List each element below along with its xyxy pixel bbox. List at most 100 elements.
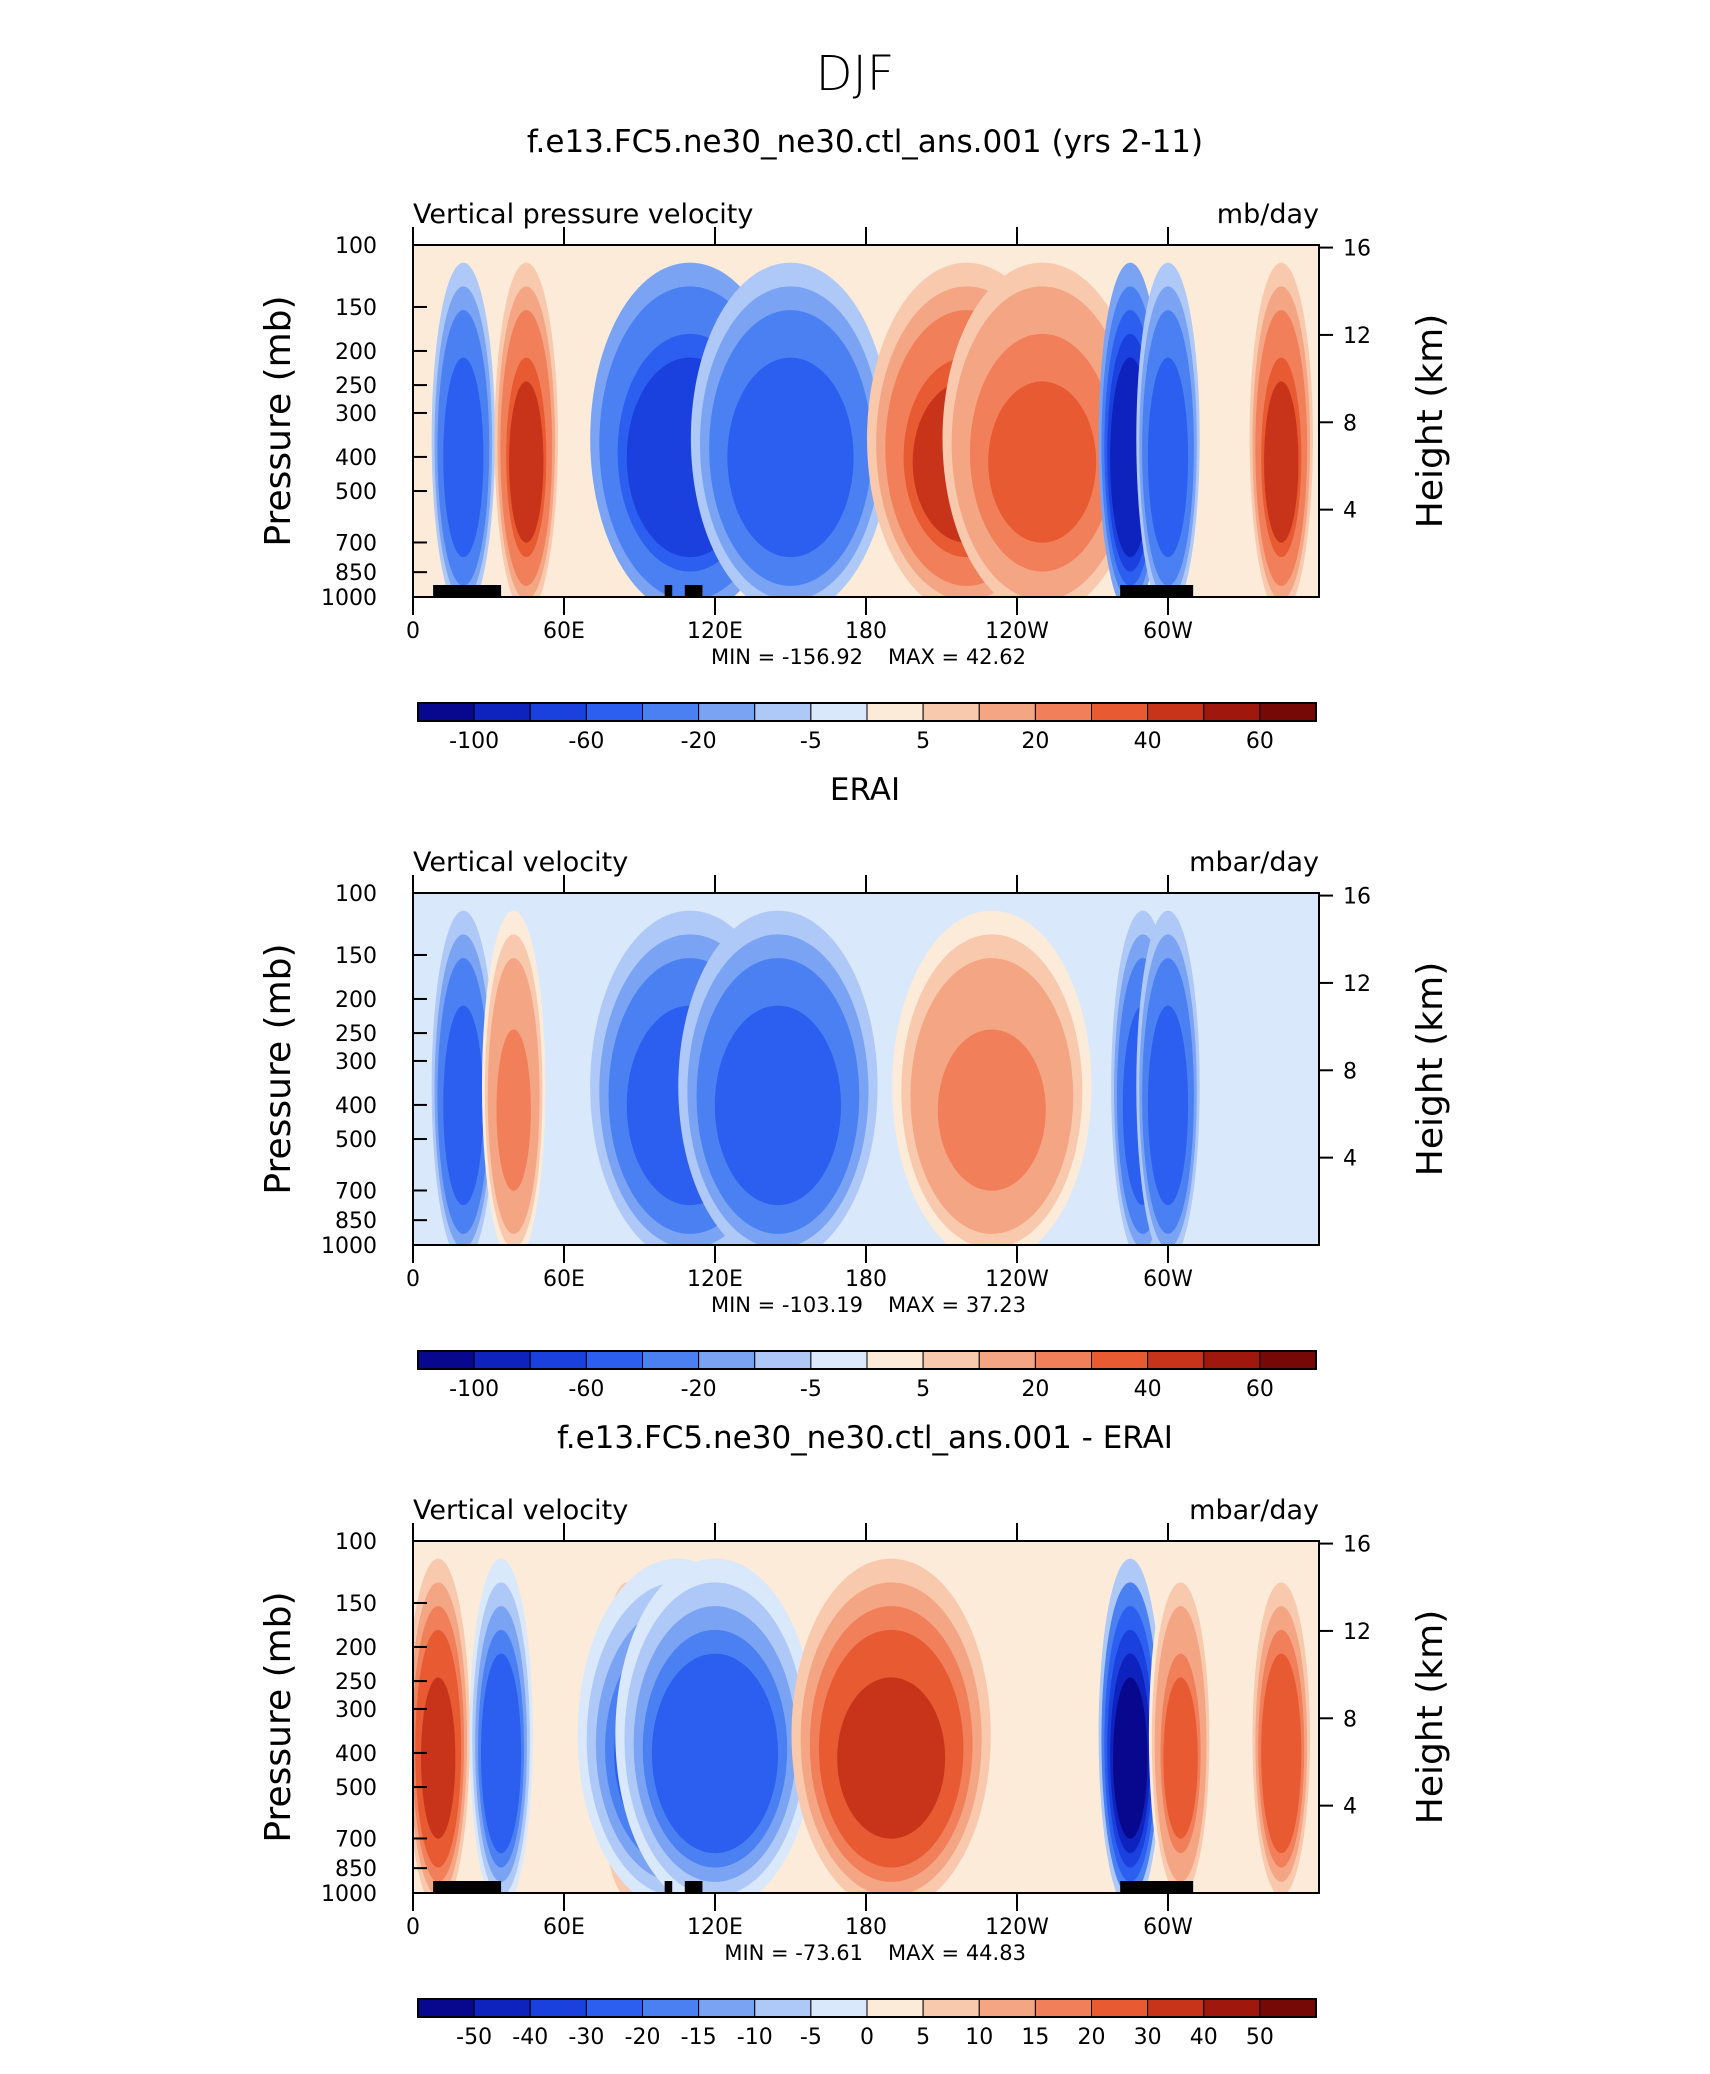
y-right-axis-label: Height (km) — [1410, 962, 1451, 1176]
colorbar-swatch — [698, 1998, 756, 2018]
x-axis: 0 60E 120E 180 120W 60W — [406, 1523, 1193, 1940]
colorbar-swatch — [922, 1350, 980, 1370]
panel-1: f.e13.FC5.ne30_ne30.ctl_ans.001 (yrs 2-1… — [258, 124, 1451, 754]
contour-band — [1163, 1677, 1198, 1839]
colorbar-swatch — [698, 1350, 756, 1370]
colorbar-swatch — [978, 1350, 1036, 1370]
colorbar-swatch — [978, 1998, 1036, 2018]
y-tick-label: 250 — [335, 1670, 377, 1695]
x-tick-label: 180 — [845, 1267, 887, 1292]
colorbar-swatch — [698, 702, 756, 722]
contour-band — [1150, 1029, 1186, 1191]
y-tick-label: 100 — [335, 1530, 377, 1555]
y-tick-label: 1000 — [321, 586, 377, 611]
feature-9 — [1249, 1558, 1313, 1893]
colorbar-swatch — [1147, 702, 1205, 722]
feature-6 — [791, 1558, 991, 1893]
y-right-tick-label: 8 — [1343, 1707, 1357, 1732]
contour-band — [937, 1029, 1046, 1191]
colorbar-swatch — [1091, 1350, 1149, 1370]
y-tick-label: 200 — [335, 340, 377, 365]
colorbar-label: 60 — [1246, 1377, 1274, 1402]
y-right-tick-label: 12 — [1343, 1620, 1371, 1645]
colorbar: -100 -60 -20 -5 5 20 40 60 — [417, 702, 1317, 754]
y-tick-label: 100 — [335, 882, 377, 907]
units-label: mbar/day — [1189, 1495, 1319, 1526]
x-tick-label: 60E — [543, 1915, 585, 1940]
colorbar-swatch — [810, 1350, 868, 1370]
y-tick-label: 700 — [335, 1827, 377, 1852]
colorbar-swatch — [866, 1998, 924, 2018]
contour-band — [446, 1029, 481, 1191]
colorbar-label: -15 — [681, 2025, 717, 2050]
contour-band — [1264, 381, 1299, 543]
feature-5 — [892, 910, 1092, 1245]
y-right-axis-label: Height (km) — [1410, 314, 1451, 528]
colorbar-label: -100 — [449, 729, 499, 754]
colorbar-label: 5 — [916, 2025, 930, 2050]
left-label: Vertical velocity — [413, 1495, 628, 1526]
y-tick-label: 400 — [335, 446, 377, 471]
y-axis-height: 16 12 8 4 Height (km) — [1319, 885, 1451, 1176]
colorbar-swatch — [922, 702, 980, 722]
feature-2 — [481, 910, 546, 1245]
contour-band — [1264, 1677, 1299, 1839]
y-right-tick-label: 4 — [1343, 1147, 1357, 1172]
colorbar-swatch — [1259, 1998, 1317, 2018]
contour-band — [446, 381, 481, 543]
land-mask — [433, 1881, 1194, 1893]
colorbar-label: 15 — [1021, 2025, 1049, 2050]
x-axis: 0 60E 120E 180 120W 60W — [406, 227, 1193, 644]
colorbar-swatch — [1034, 1350, 1092, 1370]
colorbar-label: -5 — [800, 729, 822, 754]
x-tick-label: 120E — [687, 1267, 743, 1292]
x-tick-label: 0 — [406, 1267, 420, 1292]
y-right-axis-label: Height (km) — [1410, 1610, 1451, 1824]
y-axis-label: Pressure (mb) — [258, 295, 299, 546]
y-tick-label: 200 — [335, 988, 377, 1013]
colorbar-label: 40 — [1134, 1377, 1162, 1402]
land-block — [475, 1881, 499, 1893]
colorbar-swatch — [529, 1350, 587, 1370]
colorbar-swatch — [1259, 1350, 1317, 1370]
y-right-tick-label: 4 — [1343, 499, 1357, 524]
x-tick-label: 60W — [1143, 1915, 1193, 1940]
contour-band — [988, 381, 1097, 543]
x-tick-label: 60E — [543, 619, 585, 644]
contour-band — [1113, 1677, 1148, 1839]
y-axis-height: 16 12 8 4 Height (km) — [1319, 237, 1451, 528]
colorbar-swatch — [754, 702, 812, 722]
colorbar-swatch — [866, 702, 924, 722]
y-tick-label: 150 — [335, 296, 377, 321]
y-tick-label: 700 — [335, 1179, 377, 1204]
x-tick-label: 120E — [687, 619, 743, 644]
colorbar-frame — [417, 702, 1317, 722]
y-right-tick-label: 16 — [1343, 885, 1371, 910]
colorbar-label: -60 — [568, 1377, 604, 1402]
x-tick-label: 60E — [543, 1267, 585, 1292]
feature-2 — [469, 1558, 533, 1893]
x-tick-label: 0 — [406, 619, 420, 644]
x-tick-label: 120W — [985, 619, 1049, 644]
contour-band — [483, 1677, 519, 1839]
x-tick-label: 120E — [687, 1915, 743, 1940]
feature-2 — [494, 262, 558, 597]
y-right-tick-label: 4 — [1343, 1795, 1357, 1820]
colorbar-frame — [417, 1998, 1317, 2018]
colorbar-swatch — [754, 1998, 812, 2018]
y-tick-label: 400 — [335, 1742, 377, 1767]
x-axis: 0 60E 120E 180 120W 60W — [406, 875, 1193, 1292]
land-mask — [433, 585, 1194, 597]
land-block — [684, 585, 703, 597]
contour-band — [509, 381, 544, 543]
y-tick-label: 400 — [335, 1094, 377, 1119]
x-tick-label: 180 — [845, 619, 887, 644]
y-axis-label: Pressure (mb) — [258, 943, 299, 1194]
figure-title: DJF — [816, 46, 895, 102]
y-right-tick-label: 12 — [1343, 972, 1371, 997]
colorbar-swatch — [585, 702, 643, 722]
colorbar-label: 50 — [1246, 2025, 1274, 2050]
